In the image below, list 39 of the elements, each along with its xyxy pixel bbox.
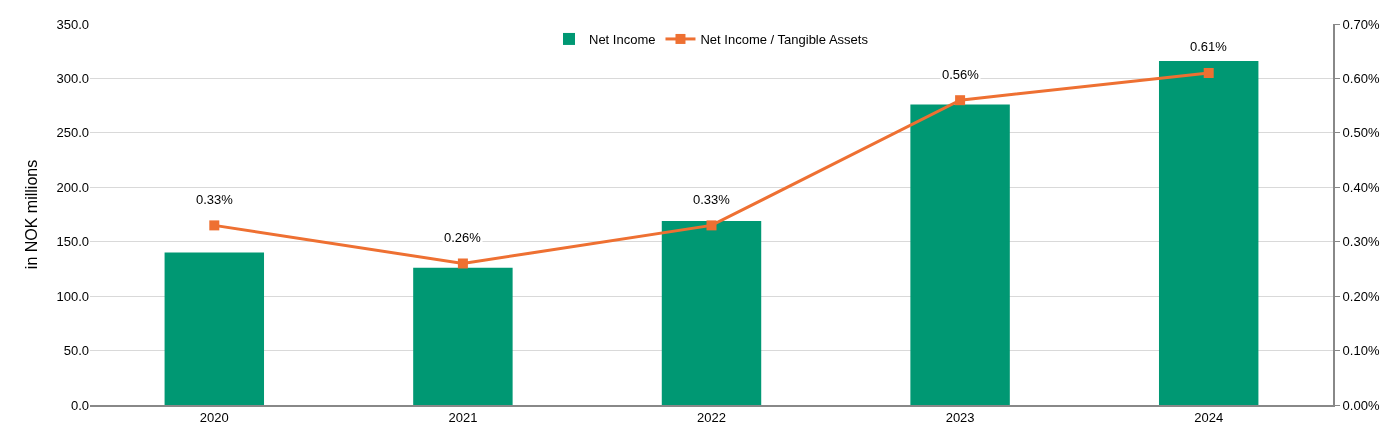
y-tick-label: 200.0 <box>56 179 89 195</box>
y2-tick-label: 0.00% <box>1342 397 1380 413</box>
x-tick-label: 2024 <box>1194 410 1224 426</box>
y2-tick-label: 0.20% <box>1342 288 1380 304</box>
y2-tick-label: 0.70% <box>1342 16 1380 32</box>
y2-tick-label: 0.40% <box>1342 179 1380 195</box>
data-label: 0.26% <box>444 230 482 245</box>
data-label: 0.33% <box>196 192 234 207</box>
bar <box>164 252 265 405</box>
data-label: 0.61% <box>1190 39 1228 54</box>
y2-tick-label: 0.10% <box>1342 343 1380 359</box>
x-tick-label: 2022 <box>697 410 726 426</box>
y-tick-label: 100.0 <box>56 288 89 304</box>
point <box>1203 67 1214 78</box>
y-tick-label: 250.0 <box>56 125 89 141</box>
x-tick-label: 2023 <box>945 410 975 426</box>
y2-tick-label: 0.30% <box>1342 234 1380 250</box>
bar <box>661 221 762 405</box>
y-tick-label: 350.0 <box>56 16 89 32</box>
x-tick-label: 2021 <box>448 410 478 426</box>
legend-label: Net Income / Tangible Assets <box>700 32 869 48</box>
point <box>955 95 966 106</box>
y-tick-label: 50.0 <box>63 343 89 359</box>
data-label: 0.33% <box>693 192 731 207</box>
bar <box>413 267 513 405</box>
bar <box>1158 61 1259 405</box>
x-tick-label: 2020 <box>199 410 229 426</box>
point <box>706 220 717 231</box>
point <box>457 258 468 269</box>
data-label: 0.56% <box>942 67 980 82</box>
y-tick-label: 150.0 <box>56 234 89 250</box>
y2-tick-label: 0.50% <box>1342 125 1380 141</box>
y-axis-title: in NOK millions <box>23 159 41 270</box>
legend-label: Net Income <box>589 32 656 48</box>
y2-tick-label: 0.60% <box>1342 70 1380 86</box>
point <box>209 220 220 231</box>
y-tick-label: 300.0 <box>56 70 89 86</box>
bar <box>910 104 1010 405</box>
y-tick-label: 0.0 <box>70 397 89 413</box>
